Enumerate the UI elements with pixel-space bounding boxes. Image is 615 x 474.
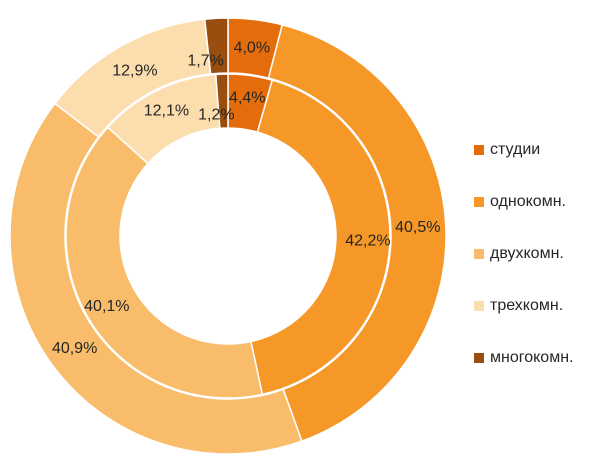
legend-item-multi-room: многокомн. (474, 332, 573, 384)
inner-label-studio: 4,4% (229, 89, 265, 106)
inner-label-multi-room: 1,2% (198, 107, 234, 124)
legend-swatch-three-room (474, 301, 484, 311)
legend-swatch-two-room (474, 249, 484, 259)
outer-slice-multi-room (203, 17, 229, 75)
outer-label-three-room: 12,9% (112, 62, 157, 79)
inner-slice-multi-room (214, 73, 229, 130)
legend: студии однокомн. двухкомн. трехкомн. мно… (474, 124, 573, 384)
outer-label-one-room: 40,5% (395, 219, 440, 236)
legend-swatch-studio (474, 145, 484, 155)
outer-slice-two-room (9, 102, 303, 455)
inner-slice-one-room (250, 79, 391, 396)
legend-label-studio: студии (490, 141, 541, 158)
legend-item-two-room: двухкомн. (474, 228, 573, 280)
legend-item-one-room: однокомн. (474, 176, 573, 228)
legend-item-studio: студии (474, 124, 573, 176)
legend-label-three-room: трехкомн. (490, 297, 564, 314)
legend-label-two-room: двухкомн. (490, 245, 564, 262)
outer-label-studio: 4,0% (234, 39, 270, 56)
inner-label-two-room: 40,1% (84, 298, 129, 315)
outer-label-two-room: 40,9% (52, 340, 97, 357)
legend-swatch-multi-room (474, 353, 484, 363)
legend-item-three-room: трехкомн. (474, 280, 573, 332)
outer-label-multi-room: 1,7% (187, 52, 223, 69)
inner-slice-two-room (65, 126, 264, 399)
inner-label-one-room: 42,2% (345, 232, 390, 249)
legend-swatch-one-room (474, 197, 484, 207)
legend-label-one-room: однокомн. (490, 193, 566, 210)
inner-label-three-room: 12,1% (144, 102, 189, 119)
outer-slice-one-room (267, 23, 447, 443)
legend-label-multi-room: многокомн. (490, 349, 574, 366)
